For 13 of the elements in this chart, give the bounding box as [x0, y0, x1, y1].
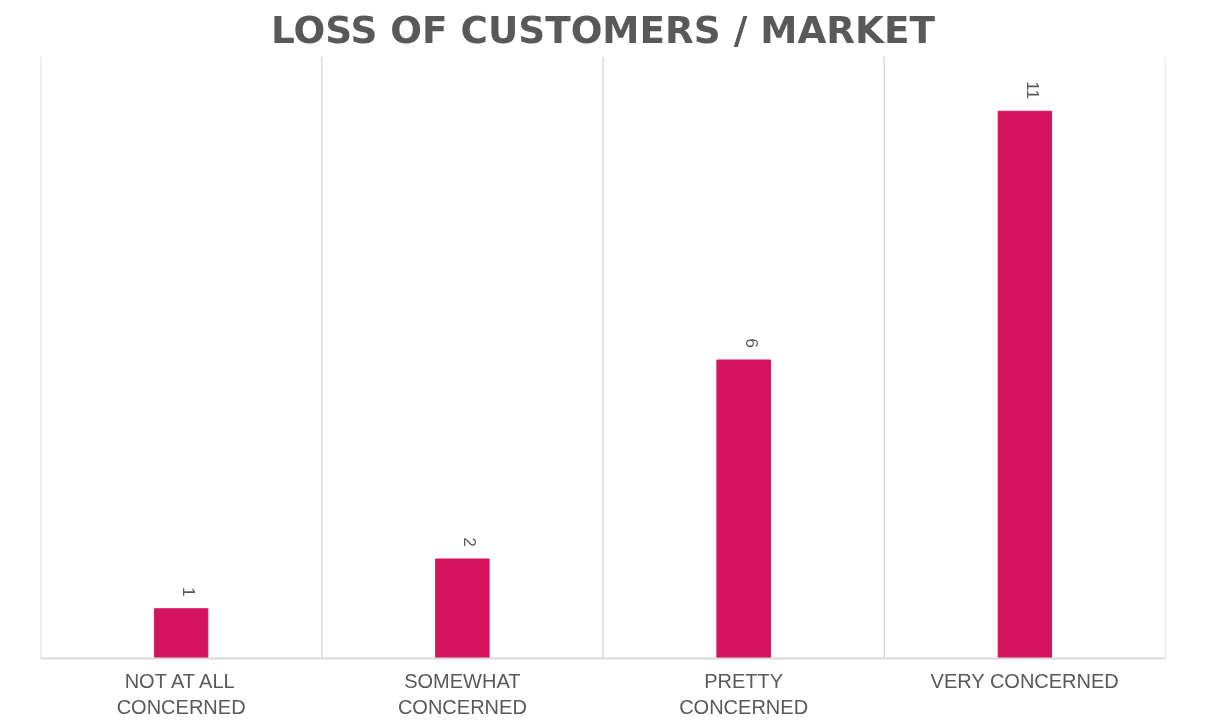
data-label: 6: [741, 338, 762, 348]
data-label: 1: [179, 587, 200, 597]
bar: [716, 359, 771, 659]
x-tick-label: PRETTY CONCERNED: [679, 669, 809, 718]
x-tick-label: NOT AT ALL CONCERNED: [116, 669, 246, 718]
data-label: 11: [1022, 81, 1043, 100]
chart-title: LOSS OF CUSTOMERS / MARKET: [271, 7, 936, 52]
x-tick-label: VERY CONCERNED: [930, 669, 1119, 692]
bar: [435, 558, 490, 659]
data-label: 2: [460, 537, 481, 547]
bar: [153, 608, 209, 659]
x-tick-label: SOMEWHAT CONCERNED: [397, 669, 527, 718]
bar: [997, 110, 1053, 659]
